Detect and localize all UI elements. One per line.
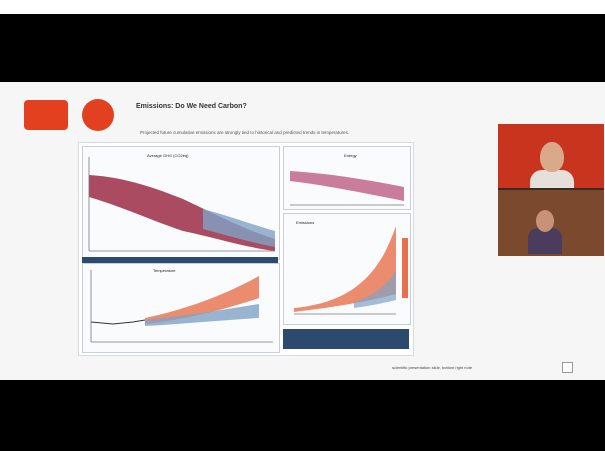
panel-a-label: Average GHG (CO2eq): [147, 153, 189, 158]
slide-subtitle: Projected future cumulative emissions ar…: [140, 130, 350, 135]
speaker-1-body: [530, 170, 574, 188]
note-icon: [562, 362, 573, 373]
video-divider: [498, 188, 604, 191]
letterbox-bottom: [0, 380, 605, 451]
panel-d-chart: [294, 226, 396, 315]
logo-circle-icon: [82, 99, 114, 131]
panel-c-chart: [90, 270, 273, 343]
speaker-2-avatar: [536, 210, 554, 232]
logo-pill-icon: [24, 100, 68, 130]
panel-d-side-bar: [402, 238, 408, 298]
speaker-2-body: [528, 228, 562, 254]
panel-d-label: Emissions: [296, 220, 315, 225]
panel-a-chart: [88, 157, 275, 252]
slide-caption: scientific presentation slide, bottom ri…: [392, 365, 473, 370]
slide-title: Emissions: Do We Need Carbon?: [136, 103, 247, 110]
panel-c-label: Temperature: [153, 268, 176, 273]
panel-d: Emissions: [283, 213, 411, 325]
figure-middle-strip: [82, 257, 278, 263]
letterbox-top: [0, 14, 605, 82]
panel-b-chart: [290, 171, 404, 206]
speaker-1-avatar: [540, 142, 564, 172]
panel-b-label: Energy: [344, 153, 357, 158]
panel-c: Temperature: [82, 263, 280, 353]
panel-a: Average GHG (CO2eq): [82, 146, 280, 260]
figure-panel-group: Average GHG (CO2eq) Energy Emissions Tem…: [78, 142, 414, 356]
figure-bottom-strip: [283, 329, 409, 349]
panel-b: Energy: [283, 146, 411, 210]
